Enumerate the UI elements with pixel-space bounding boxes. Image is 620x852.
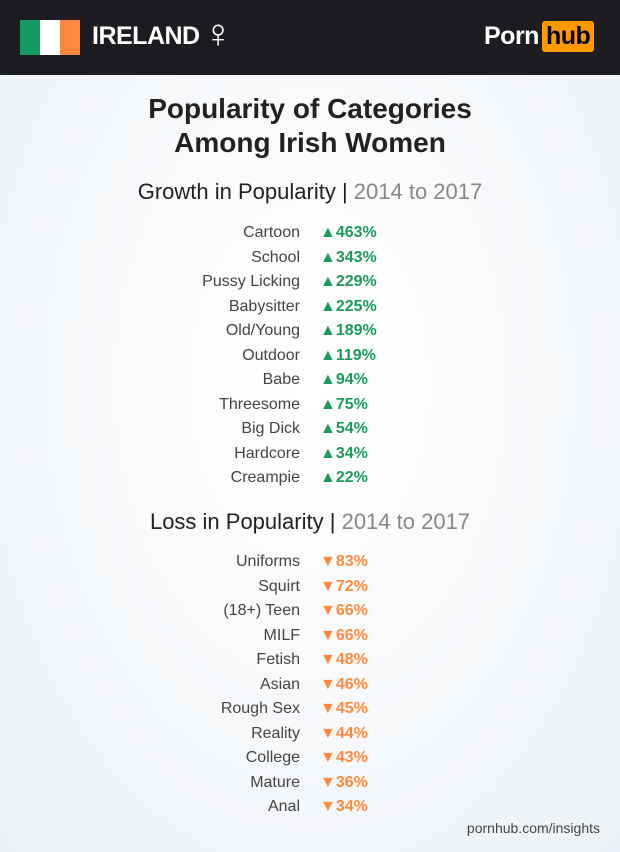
category-label: Cartoon — [243, 224, 300, 241]
category-row: School ▲343% — [0, 246, 620, 270]
category-value: ▼48% — [320, 651, 368, 668]
title-line-1: Popularity of Categories — [148, 93, 472, 124]
category-row: Uniforms ▼83% — [0, 550, 620, 574]
category-label: Anal — [267, 798, 300, 815]
pornhub-logo: Porn hub — [484, 21, 595, 52]
category-label: Squirt — [258, 577, 300, 595]
loss-section-heading: Loss in Popularity | 2014 to 2017 — [149, 509, 471, 534]
category-value: ▲94% — [320, 371, 368, 388]
logo-text-hub: hub — [541, 21, 595, 52]
category-row: Asian ▼46% — [0, 673, 620, 697]
category-row: MILF ▼66% — [0, 624, 620, 648]
category-row: Creampie ▲22% — [0, 466, 620, 490]
category-row: Fetish ▼48% — [0, 648, 620, 672]
category-value: ▲189% — [320, 322, 377, 339]
category-label: (18+) Teen — [223, 602, 300, 619]
category-label: Creampie — [230, 469, 300, 486]
category-row: Outdoor ▲119% — [0, 344, 620, 368]
category-label: Babysitter — [228, 297, 300, 315]
logo-text-porn: Porn — [484, 22, 539, 50]
category-label: Fetish — [256, 651, 300, 668]
category-row: Reality ▼44% — [0, 722, 620, 746]
category-value: ▼43% — [320, 749, 368, 766]
category-label: Pussy Licking — [202, 273, 300, 290]
category-label: Big Dick — [241, 420, 300, 437]
section-range: 2014 to 2017 — [353, 179, 483, 204]
category-row: Squirt ▼72% — [0, 575, 620, 599]
category-row: Babe ▲94% — [0, 368, 620, 392]
growth-section-heading: Growth in Popularity | 2014 to 2017 — [137, 179, 483, 204]
section-title: Loss in Popularity — [149, 509, 324, 534]
category-row: Hardcore ▲34% — [0, 442, 620, 466]
category-row: Mature ▼36% — [0, 771, 620, 795]
category-label: Threesome — [219, 395, 300, 413]
category-value: ▲75% — [320, 395, 368, 413]
category-row: Rough Sex ▼45% — [0, 697, 620, 721]
category-value: ▼46% — [320, 675, 368, 693]
section-range: 2014 to 2017 — [341, 509, 471, 534]
category-row: (18+) Teen ▼66% — [0, 599, 620, 623]
category-row: Old/Young ▲189% — [0, 319, 620, 343]
country-label: IRELAND — [92, 22, 200, 50]
category-value: ▼36% — [320, 773, 368, 791]
category-label: Asian — [259, 675, 300, 693]
category-value: ▼83% — [320, 553, 368, 570]
category-value: ▼72% — [320, 577, 368, 595]
category-row: Threesome ▲75% — [0, 393, 620, 417]
category-label: Reality — [251, 724, 300, 742]
category-value: ▼44% — [320, 724, 368, 742]
category-value: ▲229% — [320, 273, 377, 290]
title-line-2: Among Irish Women — [174, 127, 446, 158]
footer-source: pornhub.com/insights — [466, 820, 600, 836]
category-value: ▲343% — [320, 248, 377, 266]
category-value: ▲225% — [320, 297, 377, 315]
category-label: Uniforms — [235, 553, 300, 570]
female-symbol-icon: ♀ — [203, 12, 233, 56]
category-value: ▲22% — [320, 469, 368, 486]
category-value: ▼34% — [320, 798, 368, 815]
category-value: ▲463% — [320, 224, 377, 241]
category-label: Babe — [262, 371, 300, 388]
category-row: Anal ▼34% — [0, 795, 620, 819]
category-value: ▼45% — [320, 700, 368, 717]
category-label: Rough Sex — [220, 700, 300, 717]
category-value: ▼66% — [320, 602, 368, 619]
category-label: College — [245, 749, 300, 766]
category-row: Babysitter ▲225% — [0, 295, 620, 319]
category-label: School — [251, 248, 300, 266]
category-value: ▼66% — [320, 626, 368, 644]
section-title: Growth in Popularity — [137, 179, 336, 204]
category-row: Cartoon ▲463% — [0, 221, 620, 245]
category-label: Old/Young — [225, 322, 300, 339]
page-title: Popularity of Categories Among Irish Wom… — [0, 92, 620, 160]
header: IRELAND ♀ Porn hub — [0, 0, 620, 75]
category-value: ▲119% — [320, 346, 376, 364]
category-label: Mature — [250, 773, 300, 791]
category-label: MILF — [263, 626, 300, 644]
category-value: ▲54% — [320, 420, 368, 437]
category-row: Pussy Licking ▲229% — [0, 270, 620, 294]
category-label: Outdoor — [242, 346, 300, 364]
category-label: Hardcore — [234, 444, 300, 462]
ireland-flag-icon — [20, 20, 80, 55]
category-row: Big Dick ▲54% — [0, 417, 620, 441]
category-row: College ▼43% — [0, 746, 620, 770]
category-value: ▲34% — [320, 444, 368, 462]
